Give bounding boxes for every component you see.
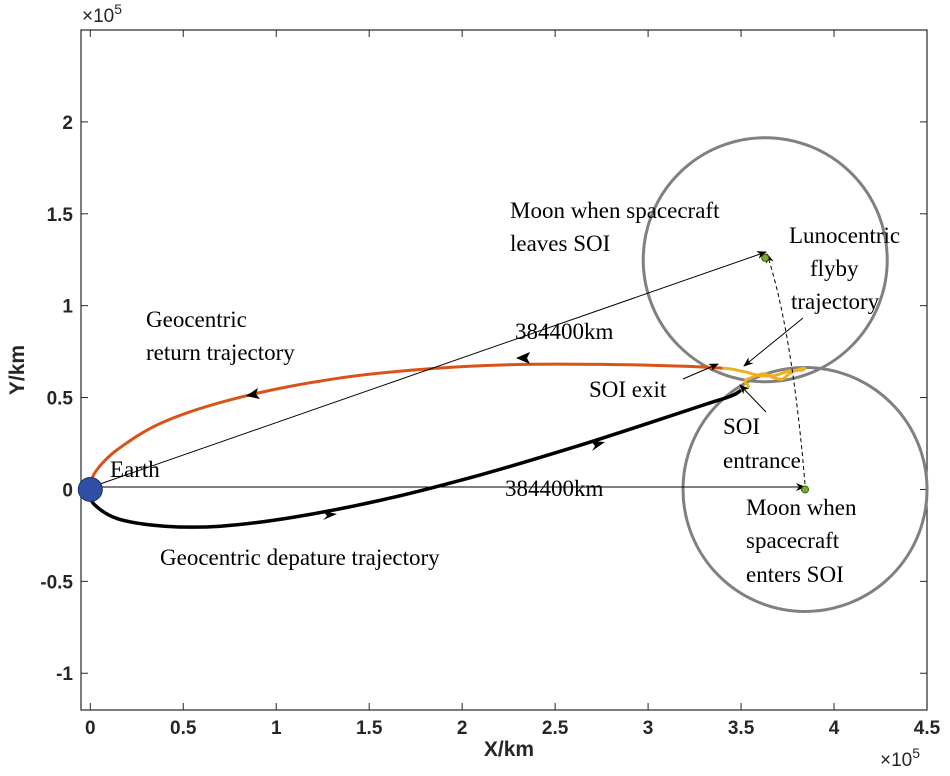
y-tick-label: 0	[62, 480, 73, 501]
moon-enter-label-line3: enters SOI	[746, 562, 844, 587]
moon-marker-entrance	[801, 485, 810, 494]
soi-entrance-label-line1: SOI	[723, 414, 760, 439]
soi-exit-pointer	[682, 363, 719, 380]
return-label-line1: Geocentric	[146, 307, 247, 332]
x-tick-label: 4	[829, 718, 840, 739]
distance-label-enter: 384400km	[505, 476, 604, 501]
return-trajectory-line	[86, 362, 723, 491]
soi-circle-exit	[641, 136, 889, 384]
y-multiplier: ×105	[82, 1, 122, 27]
y-tick-label: -0.5	[40, 572, 73, 593]
moon-marker-exit	[761, 253, 770, 262]
flyby-trajectory-line	[722, 366, 807, 392]
soi-entrance-label-line2: entrance	[723, 448, 801, 473]
departure-label: Geocentric depature trajectory	[160, 545, 440, 570]
x-tick-label: 1.5	[356, 718, 383, 739]
x-tick-label: 1	[271, 718, 282, 739]
departure-direction-arrow	[591, 441, 605, 451]
x-tick-label: 2	[457, 718, 468, 739]
earth-marker	[77, 476, 103, 502]
moon-enter-label-line2: spacecraft	[746, 528, 840, 553]
x-tick-label: 4.5	[914, 718, 941, 739]
moon-motion-arrow	[766, 253, 806, 485]
y-tick-label: 2	[62, 113, 73, 134]
earth-label: Earth	[110, 457, 160, 482]
y-axis-ticks: -1 -0.5 0 0.5 1 1.5 2	[40, 113, 927, 685]
return-direction-arrow	[516, 352, 530, 364]
distance-line-leave	[99, 251, 767, 485]
x-tick-label: 0	[85, 718, 96, 739]
moon-enter-label-line1: Moon when	[746, 495, 857, 520]
y-tick-label: 0.5	[47, 389, 74, 410]
y-axis-label: Y/km	[6, 345, 29, 395]
return-label-line2: return trajectory	[146, 340, 295, 365]
x-tick-label: 3.5	[728, 718, 755, 739]
departure-direction-arrow	[323, 511, 337, 520]
moon-leave-label-line1: Moon when spacecraft	[510, 198, 720, 223]
y-tick-label: -1	[56, 664, 73, 685]
distance-label-leave: 384400km	[515, 319, 614, 344]
lunocentric-label-line3: trajectory	[791, 289, 880, 314]
soi-entrance-pointer	[739, 384, 767, 413]
x-axis-label: X/km	[484, 738, 534, 761]
x-axis-ticks: 0 0.5 1 1.5 2 2.5 3 3.5 4 4.5	[85, 30, 941, 739]
soi-exit-label: SOI exit	[589, 377, 667, 402]
y-tick-label: 1.5	[47, 205, 74, 226]
x-tick-label: 3	[643, 718, 654, 739]
x-multiplier: ×105	[880, 745, 920, 771]
moon-leave-label-line2: leaves SOI	[510, 231, 610, 256]
return-direction-arrow	[246, 388, 260, 399]
departure-trajectory-line	[86, 388, 743, 529]
x-tick-label: 0.5	[170, 718, 197, 739]
y-tick-label: 1	[62, 297, 73, 318]
flyby-pointer	[743, 317, 804, 367]
x-tick-label: 2.5	[542, 718, 569, 739]
lunocentric-label-line2: flyby	[810, 256, 859, 281]
lunocentric-label-line1: Lunocentric	[789, 223, 900, 248]
